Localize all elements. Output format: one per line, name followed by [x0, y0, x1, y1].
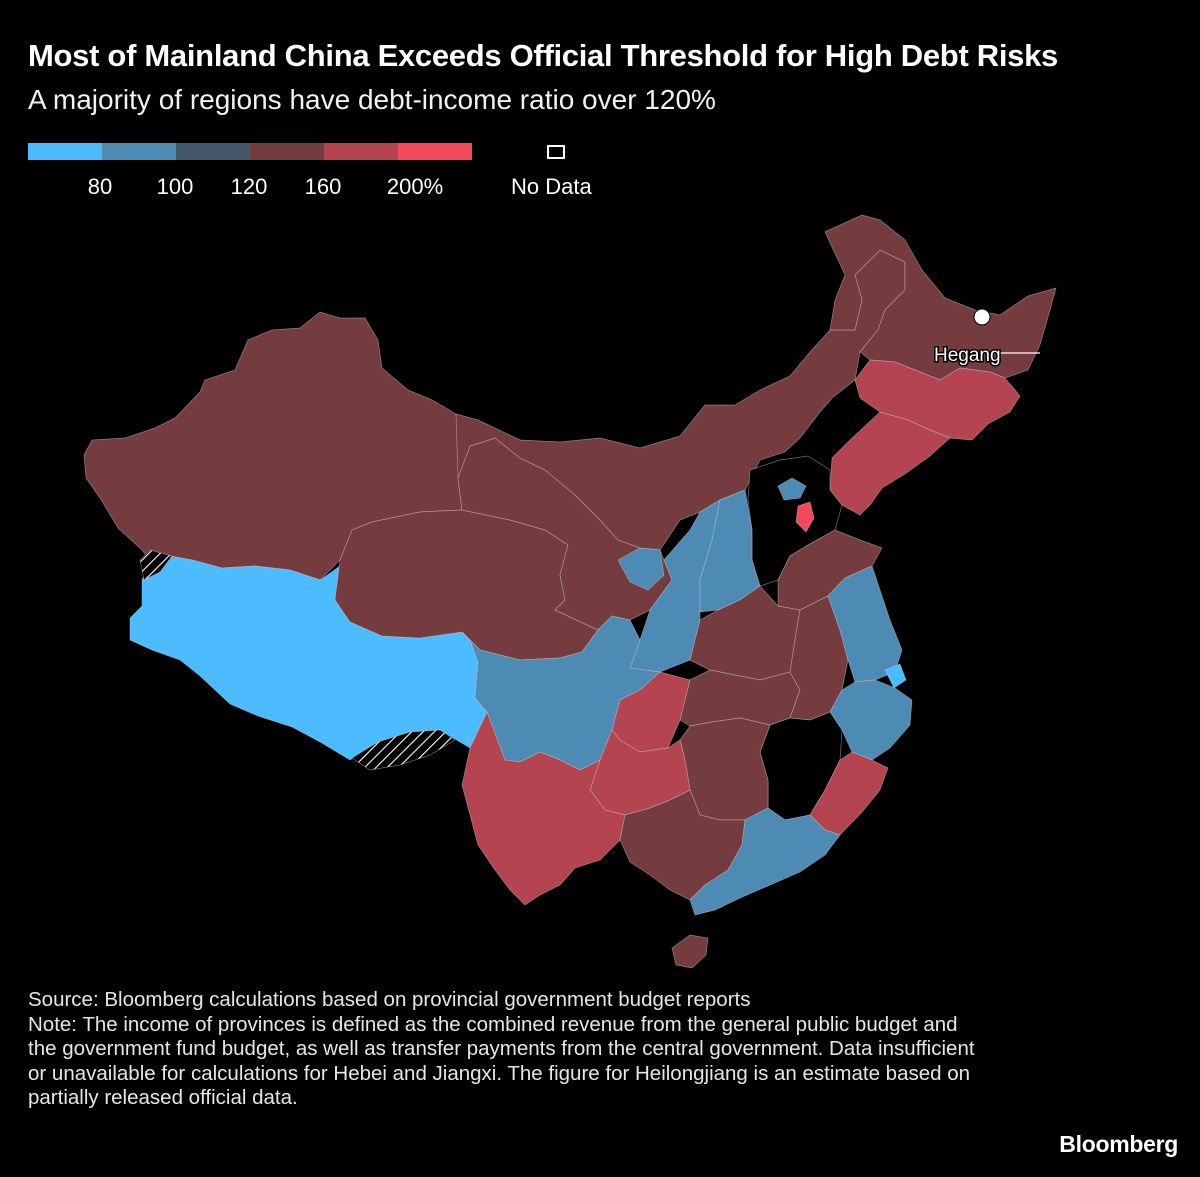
legend-tick-80: 80 [87, 174, 113, 199]
legend-tick-100: 100 [156, 174, 194, 199]
legend-swatch-over-200 [398, 143, 472, 160]
china-debt-map: Hegang [83, 214, 1057, 969]
bloomberg-logo: Bloomberg [1059, 1131, 1178, 1157]
legend-swatch-160-200 [324, 143, 398, 160]
region-zhejiang [829, 679, 913, 761]
region-jilin [854, 359, 1021, 441]
region-hainan [671, 934, 709, 969]
chart-title: Most of Mainland China Exceeds Official … [28, 38, 1059, 73]
source-note: Source: Bloomberg calculations based on … [28, 988, 751, 1011]
region-hubei [679, 669, 801, 727]
legend: 80 100 120 160 200% No Data [28, 143, 648, 213]
legend-swatch-under-80 [28, 143, 102, 160]
legend-swatch-100-120 [176, 143, 250, 160]
region-ningxia [617, 547, 665, 591]
hegang-marker [973, 308, 991, 326]
region-tianjin [795, 501, 815, 533]
region-jiangsu [827, 565, 903, 683]
chart-subtitle: A majority of regions have debt-income r… [28, 84, 716, 115]
region-guangdong [689, 807, 841, 916]
methodology-note: Note: The income of provinces is defined… [28, 1012, 975, 1110]
legend-no-data-swatch [547, 145, 565, 159]
footnotes: Source: Bloomberg calculations based on … [28, 988, 988, 1111]
region-shanghai [884, 663, 907, 689]
disputed-area-south-tibet [351, 729, 456, 771]
city-label-hegang: Hegang [934, 345, 1001, 366]
legend-swatch-80-100 [102, 143, 176, 160]
legend-tick-200: 200% [386, 174, 444, 199]
legend-tick-160: 160 [304, 174, 342, 199]
region-beijing [777, 477, 807, 501]
disputed-area-aksai-chin [139, 549, 173, 581]
region-fujian [809, 751, 889, 836]
legend-swatch-120-160 [250, 143, 324, 160]
region-liaoning [829, 411, 951, 516]
legend-tick-120: 120 [230, 174, 268, 199]
legend-no-data-label: No Data [511, 174, 592, 199]
